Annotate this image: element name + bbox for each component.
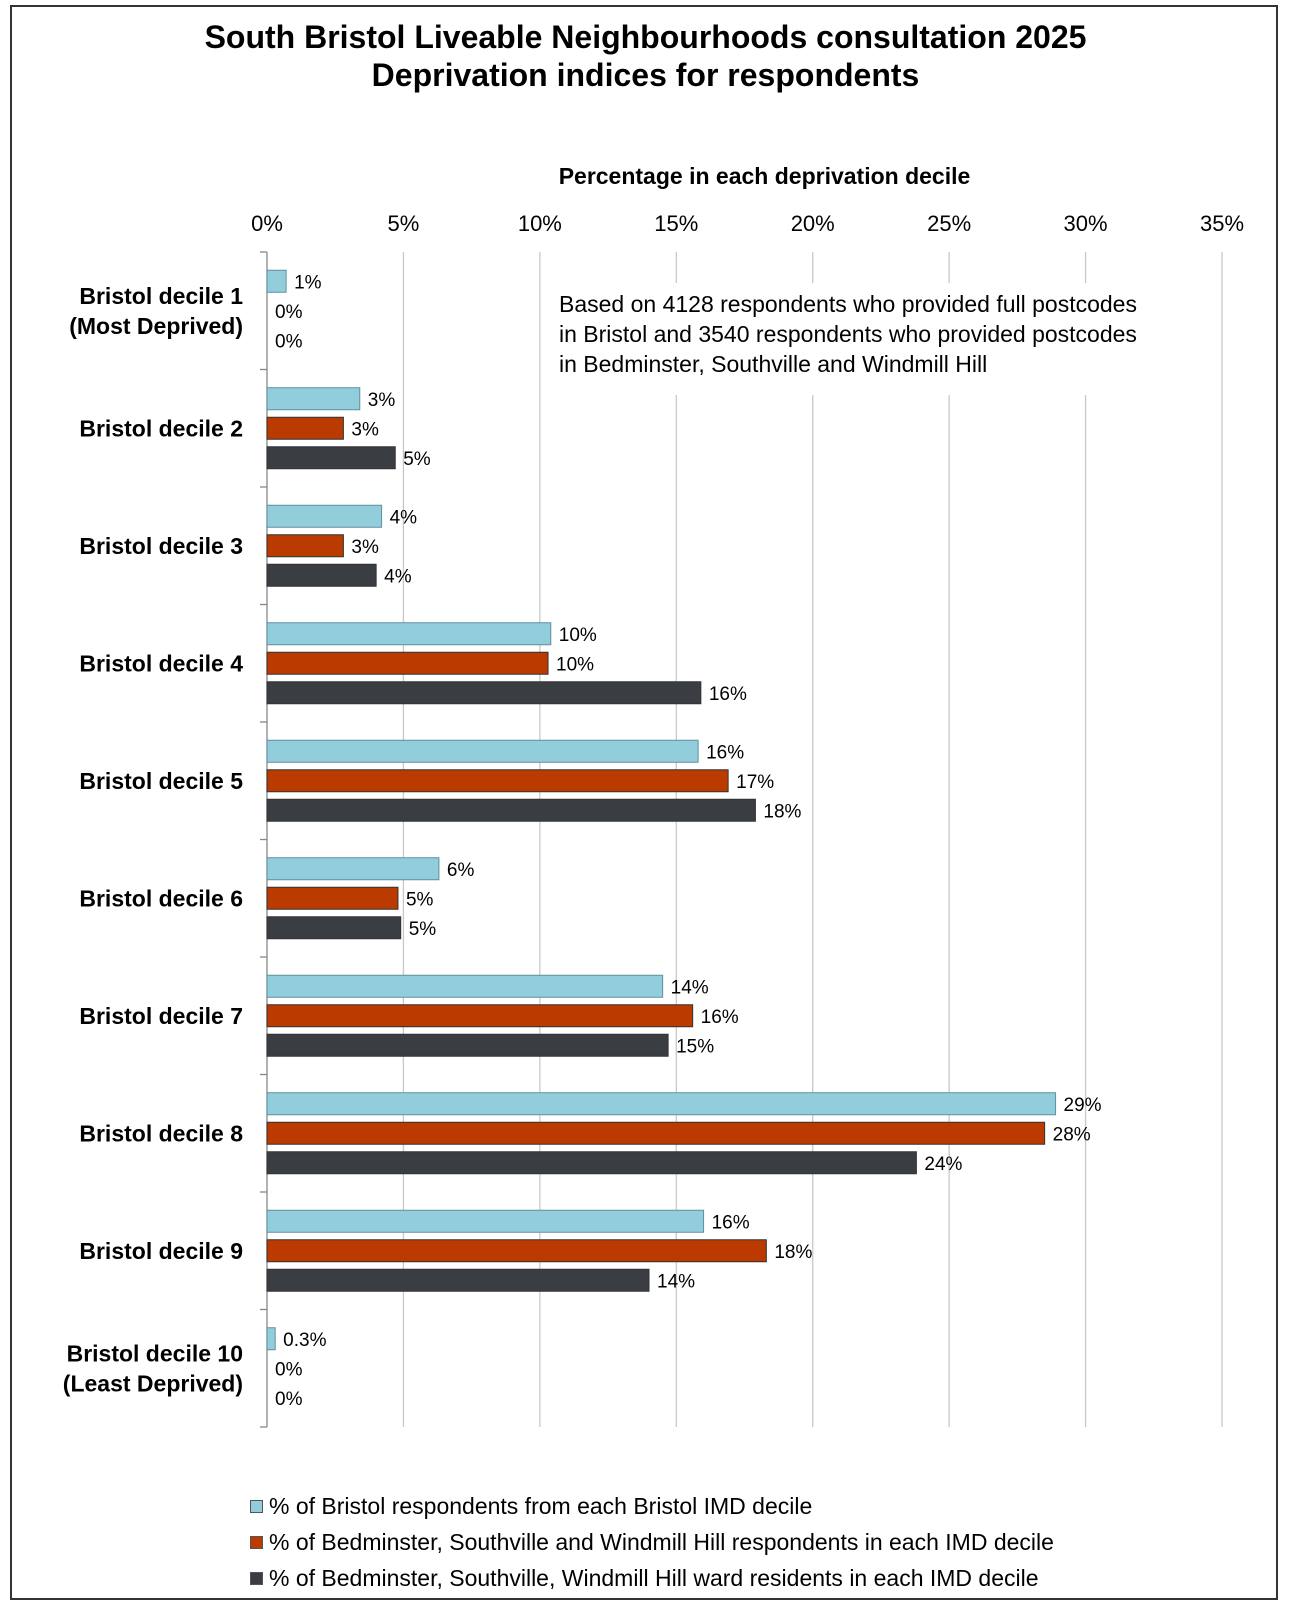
data-label-series-3: 24% bbox=[924, 1154, 962, 1175]
category-label: Bristol decile 8 bbox=[79, 1120, 243, 1146]
data-label-series-1: 16% bbox=[706, 742, 744, 763]
legend-swatch-2 bbox=[250, 1535, 263, 1549]
data-label-series-3: 5% bbox=[403, 449, 431, 470]
category-label: Bristol decile 1 bbox=[79, 283, 243, 309]
annotation-text: in Bedminster, Southville and Windmill H… bbox=[559, 351, 987, 377]
x-tick-label: 25% bbox=[927, 211, 971, 236]
bar-series-2 bbox=[266, 1239, 767, 1263]
bar-series-1 bbox=[266, 269, 287, 293]
legend-item-2: % of Bedminster, Southville and Windmill… bbox=[250, 1524, 1054, 1560]
data-label-series-2: 10% bbox=[556, 654, 594, 675]
bar-series-1 bbox=[266, 622, 552, 646]
legend: % of Bristol respondents from each Brist… bbox=[250, 1488, 1054, 1596]
bar-series-3 bbox=[266, 1033, 669, 1057]
x-tick-label: 15% bbox=[654, 211, 698, 236]
data-label-series-3: 15% bbox=[676, 1036, 714, 1057]
bar-series-1 bbox=[266, 1092, 1057, 1116]
data-label-series-1: 14% bbox=[671, 977, 709, 998]
data-label-series-2: 28% bbox=[1053, 1124, 1091, 1145]
data-label-series-1: 1% bbox=[294, 272, 322, 293]
data-label-series-3: 0% bbox=[275, 1389, 303, 1410]
bar-series-1 bbox=[266, 1327, 276, 1351]
bar-series-2 bbox=[266, 651, 549, 675]
x-tick-label: 30% bbox=[1064, 211, 1108, 236]
bar-series-3 bbox=[266, 1151, 917, 1175]
data-label-series-2: 3% bbox=[351, 537, 379, 558]
bar-series-1 bbox=[266, 857, 440, 881]
data-label-series-2: 16% bbox=[701, 1007, 739, 1028]
x-axis-title: Percentage in each deprivation decile bbox=[559, 163, 971, 189]
x-tick-label: 5% bbox=[388, 211, 420, 236]
data-label-series-2: 3% bbox=[351, 419, 379, 440]
data-label-series-3: 14% bbox=[657, 1271, 695, 1292]
legend-swatch-1 bbox=[250, 1499, 263, 1513]
data-label-series-2: 0% bbox=[275, 1359, 303, 1380]
bar-chart: Percentage in each deprivation decile 0% 5… bbox=[63, 163, 1244, 1428]
data-label-series-3: 0% bbox=[275, 331, 303, 352]
category-label: Bristol decile 10 bbox=[67, 1340, 243, 1366]
chart-title: South Bristol Liveable Neighbourhoods co… bbox=[0, 18, 1291, 94]
data-label-series-1: 0.3% bbox=[283, 1330, 326, 1351]
bar-series-1 bbox=[266, 739, 699, 763]
category-label: Bristol decile 6 bbox=[79, 885, 243, 911]
chart-title-line-1: South Bristol Liveable Neighbourhoods co… bbox=[204, 19, 1087, 55]
category-label: Bristol decile 5 bbox=[79, 768, 243, 794]
legend-swatch-3 bbox=[250, 1571, 263, 1585]
category-label: (Least Deprived) bbox=[63, 1370, 243, 1396]
bar-series-3 bbox=[266, 681, 702, 705]
data-label-series-1: 16% bbox=[712, 1212, 750, 1233]
category-label: Bristol decile 3 bbox=[79, 533, 243, 559]
bar-series-3 bbox=[266, 563, 377, 587]
category-label: Bristol decile 2 bbox=[79, 415, 243, 441]
bar-series-3 bbox=[266, 916, 402, 940]
data-label-series-3: 4% bbox=[384, 566, 412, 587]
legend-item-3: % of Bedminster, Southville, Windmill Hi… bbox=[250, 1560, 1054, 1596]
x-tick-label: 10% bbox=[518, 211, 562, 236]
bar-series-2 bbox=[266, 1004, 694, 1028]
chart-title-line-2: Deprivation indices for respondents bbox=[371, 57, 920, 93]
bar-series-2 bbox=[266, 1121, 1046, 1145]
bar-series-2 bbox=[266, 886, 399, 910]
data-label-series-1: 6% bbox=[447, 860, 475, 881]
bar-series-3 bbox=[266, 798, 756, 822]
data-label-series-1: 3% bbox=[368, 390, 396, 411]
x-tick-label: 35% bbox=[1200, 211, 1244, 236]
annotation-text: Based on 4128 respondents who provided f… bbox=[559, 291, 1137, 317]
category-label: Bristol decile 9 bbox=[79, 1238, 243, 1264]
annotation-background bbox=[552, 283, 1212, 395]
category-label: Bristol decile 7 bbox=[79, 1003, 243, 1029]
data-label-series-2: 0% bbox=[275, 302, 303, 323]
bar-series-1 bbox=[266, 1209, 705, 1233]
bar-series-2 bbox=[266, 534, 344, 558]
annotation-text: in Bristol and 3540 respondents who prov… bbox=[559, 321, 1137, 347]
bar-series-2 bbox=[266, 416, 344, 440]
data-label-series-3: 16% bbox=[709, 684, 747, 705]
data-label-series-2: 5% bbox=[406, 889, 434, 910]
bar-series-1 bbox=[266, 974, 664, 998]
bar-series-1 bbox=[266, 504, 383, 528]
x-tick-label: 20% bbox=[791, 211, 835, 236]
category-label: (Most Deprived) bbox=[69, 313, 243, 339]
data-label-series-2: 18% bbox=[774, 1242, 812, 1263]
bar-series-3 bbox=[266, 446, 396, 470]
legend-label-1: % of Bristol respondents from each Brist… bbox=[269, 1492, 813, 1519]
category-label: Bristol decile 4 bbox=[79, 650, 243, 676]
data-label-series-1: 29% bbox=[1064, 1095, 1102, 1116]
legend-label-2: % of Bedminster, Southville and Windmill… bbox=[269, 1528, 1054, 1555]
data-label-series-3: 18% bbox=[763, 801, 801, 822]
legend-item-1: % of Bristol respondents from each Brist… bbox=[250, 1488, 1054, 1524]
bar-series-2 bbox=[266, 769, 729, 793]
bar-series-3 bbox=[266, 1268, 650, 1292]
x-tick-label: 0% bbox=[251, 211, 283, 236]
data-label-series-1: 10% bbox=[559, 625, 597, 646]
bar-series-1 bbox=[266, 387, 361, 411]
data-label-series-1: 4% bbox=[390, 507, 418, 528]
data-label-series-2: 17% bbox=[736, 772, 774, 793]
data-label-series-3: 5% bbox=[409, 919, 437, 940]
legend-label-3: % of Bedminster, Southville, Windmill Hi… bbox=[269, 1564, 1039, 1591]
